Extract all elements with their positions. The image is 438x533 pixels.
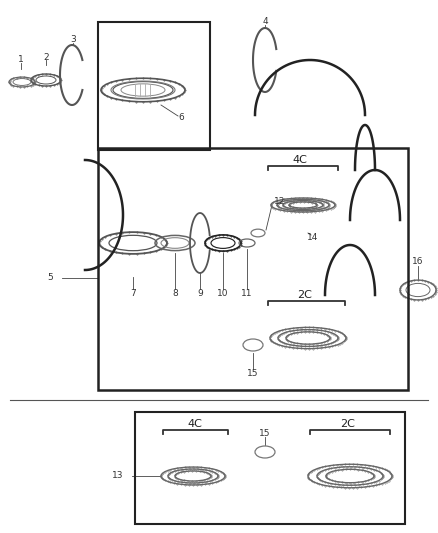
Text: 16: 16: [412, 257, 424, 266]
Text: 7: 7: [130, 288, 136, 297]
Text: 4: 4: [262, 18, 268, 27]
Text: 3: 3: [70, 36, 76, 44]
Text: 15: 15: [247, 368, 259, 377]
Text: 6: 6: [178, 114, 184, 123]
Text: 4C: 4C: [187, 419, 202, 429]
Text: 12: 12: [274, 197, 286, 206]
Text: 2C: 2C: [297, 290, 312, 300]
Bar: [98, 22, 210, 150]
Text: 15: 15: [259, 430, 271, 439]
Text: 9: 9: [197, 288, 203, 297]
Text: 5: 5: [47, 273, 53, 282]
Text: 2C: 2C: [341, 419, 356, 429]
Text: 10: 10: [217, 288, 229, 297]
Bar: [135, 412, 405, 524]
Text: 11: 11: [241, 288, 253, 297]
Text: 14: 14: [307, 232, 319, 241]
Text: 4C: 4C: [293, 155, 307, 165]
Bar: [98, 148, 408, 390]
Text: 13: 13: [112, 472, 124, 481]
Text: 1: 1: [18, 55, 24, 64]
Text: 8: 8: [172, 288, 178, 297]
Text: 2: 2: [43, 52, 49, 61]
